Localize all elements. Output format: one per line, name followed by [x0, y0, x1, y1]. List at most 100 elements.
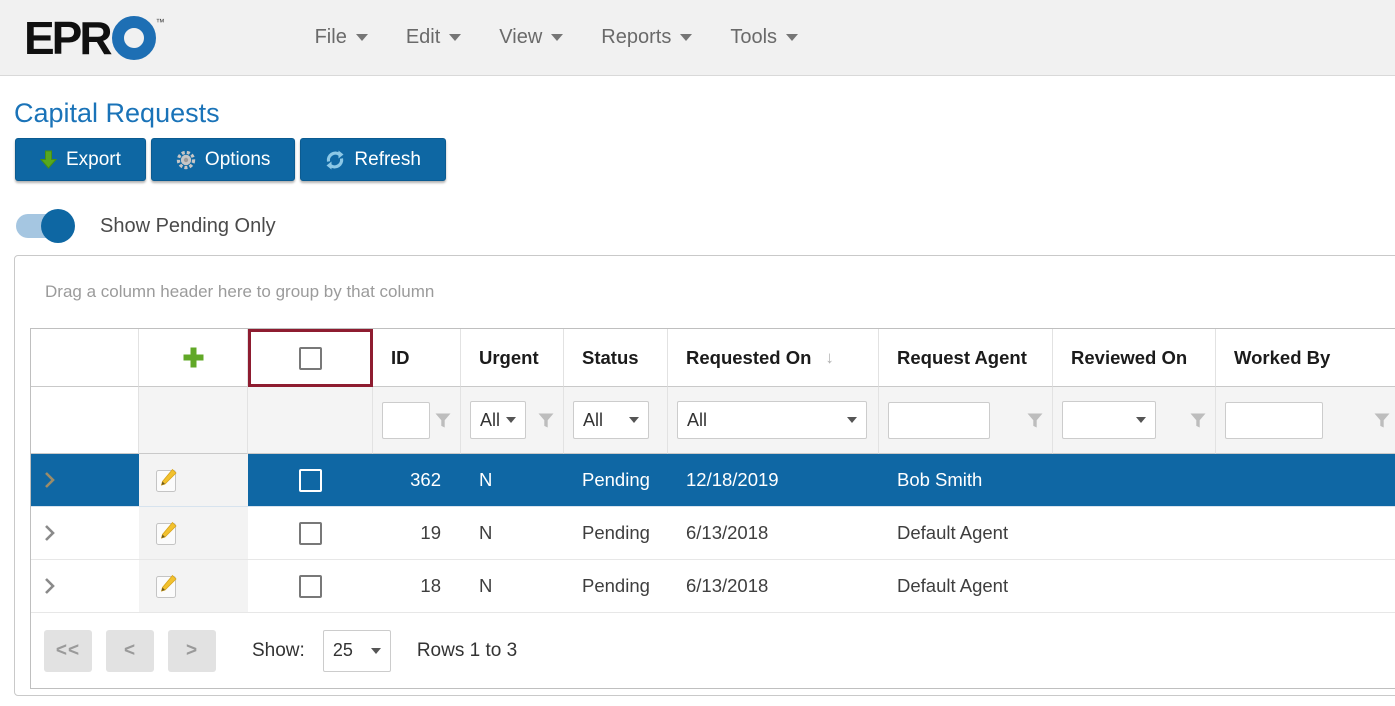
chevron-down-icon [506, 417, 516, 423]
header-cell-urgent[interactable]: Urgent [461, 329, 564, 387]
cell-id: 362 [373, 454, 461, 507]
filter-funnel-icon[interactable] [538, 413, 554, 428]
capital-requests-grid: ID Urgent Status Requested On ↓ Request … [30, 328, 1395, 689]
cell-status: Pending [564, 454, 668, 507]
filter-cell-expand [31, 387, 139, 454]
header-cell-request-agent[interactable]: Request Agent [879, 329, 1053, 387]
cell-reviewed-on [1053, 560, 1216, 613]
edit-pencil-icon [156, 574, 177, 598]
refresh-button-label: Refresh [354, 148, 421, 170]
expand-row-button[interactable] [31, 454, 139, 507]
filter-funnel-icon[interactable] [1190, 413, 1206, 428]
chevron-right-icon [45, 472, 55, 488]
grid-pager: << < > Show: 25 Rows 1 to 3 [31, 613, 1395, 688]
chevron-right-icon [45, 578, 55, 594]
next-page-button[interactable]: > [168, 629, 216, 672]
rows-status: Rows 1 to 3 [416, 639, 518, 661]
expand-row-button[interactable] [31, 560, 139, 613]
header-cell-requested-on[interactable]: Requested On ↓ [668, 329, 879, 387]
grid-header-row: ID Urgent Status Requested On ↓ Request … [31, 329, 1395, 387]
status-filter-select[interactable]: All [573, 401, 649, 439]
epro-logo[interactable]: EPR ™ [24, 15, 165, 61]
cell-request-agent: Default Agent [879, 507, 1053, 560]
filter-cell-id [373, 387, 461, 454]
page-title: Capital Requests [14, 98, 220, 128]
grid-filter-row: All All All [31, 387, 1395, 454]
reviewed-on-filter-select[interactable] [1062, 401, 1156, 439]
filter-cell-add [139, 387, 248, 454]
edit-row-button[interactable] [139, 507, 248, 560]
pending-filter-row: Show Pending Only [16, 209, 1395, 243]
select-all-checkbox[interactable] [299, 346, 322, 370]
menu-tools[interactable]: Tools [730, 26, 799, 49]
menu-reports-label: Reports [601, 26, 672, 48]
header-cell-status[interactable]: Status [564, 329, 668, 387]
options-button[interactable]: Options [150, 138, 296, 181]
menu-view[interactable]: View [499, 26, 564, 49]
cell-requested-on: 12/18/2019 [668, 454, 879, 507]
first-page-button[interactable]: << [44, 629, 92, 672]
filter-funnel-icon[interactable] [435, 413, 451, 428]
header-cell-id[interactable]: ID [373, 329, 461, 387]
chevron-down-icon [847, 417, 857, 423]
urgent-filter-select[interactable]: All [470, 401, 526, 439]
filter-cell-worked-by [1216, 387, 1395, 454]
page-size-value: 25 [332, 640, 353, 660]
id-filter-input[interactable] [382, 401, 430, 439]
refresh-button[interactable]: Refresh [300, 138, 446, 181]
cell-worked-by [1216, 454, 1395, 507]
group-by-drop-zone[interactable]: Drag a column header here to group by th… [45, 282, 435, 301]
cell-worked-by [1216, 507, 1395, 560]
chevron-down-icon [680, 34, 693, 41]
filter-cell-checkbox [248, 387, 373, 454]
edit-row-button[interactable] [139, 454, 248, 507]
request-agent-filter-input[interactable] [888, 401, 990, 439]
table-row[interactable]: 362 N Pending 12/18/2019 Bob Smith [31, 454, 1395, 507]
row-checkbox[interactable] [299, 468, 322, 492]
worked-by-filter-input[interactable] [1225, 401, 1323, 439]
page-size-select[interactable]: 25 [322, 629, 391, 672]
export-button[interactable]: Export [15, 138, 146, 181]
filter-cell-reviewed-on [1053, 387, 1216, 454]
header-cell-reviewed-on[interactable]: Reviewed On [1053, 329, 1216, 387]
filter-funnel-icon[interactable] [1374, 413, 1390, 428]
chevron-down-icon [551, 34, 564, 41]
cell-id: 19 [373, 507, 461, 560]
logo-trademark: ™ [155, 16, 165, 27]
chevron-right-icon [45, 525, 55, 541]
expand-row-button[interactable] [31, 507, 139, 560]
show-label: Show: [252, 639, 305, 661]
row-checkbox[interactable] [299, 521, 322, 545]
filter-funnel-icon[interactable] [1027, 413, 1043, 428]
cell-requested-on: 6/13/2018 [668, 507, 879, 560]
requested-on-filter-select[interactable]: All [677, 401, 867, 439]
prev-page-button[interactable]: < [106, 629, 154, 672]
table-row[interactable]: 18 N Pending 6/13/2018 Default Agent [31, 560, 1395, 613]
show-pending-only-toggle[interactable] [16, 209, 75, 243]
menu-bar: File Edit View Reports Tools [315, 26, 799, 49]
row-checkbox[interactable] [299, 574, 322, 598]
header-cell-worked-by[interactable]: Worked By [1216, 329, 1395, 387]
grid-panel: Drag a column header here to group by th… [14, 255, 1395, 696]
toggle-knob [41, 209, 75, 243]
cell-request-agent: Bob Smith [879, 454, 1053, 507]
cell-urgent: N [461, 454, 564, 507]
cell-reviewed-on [1053, 454, 1216, 507]
menu-edit[interactable]: Edit [406, 26, 462, 49]
requested-on-label: Requested On [686, 346, 812, 368]
row-checkbox-cell [248, 507, 373, 560]
status-filter-value: All [583, 409, 604, 430]
table-row[interactable]: 19 N Pending 6/13/2018 Default Agent [31, 507, 1395, 560]
chevron-down-icon [449, 34, 462, 41]
cell-urgent: N [461, 507, 564, 560]
cell-reviewed-on [1053, 507, 1216, 560]
download-arrow-icon [40, 150, 57, 169]
chevron-down-icon [786, 34, 799, 41]
menu-reports[interactable]: Reports [601, 26, 693, 49]
menu-file[interactable]: File [315, 26, 368, 49]
cell-status: Pending [564, 560, 668, 613]
top-bar: EPR ™ File Edit View Reports Tools [0, 0, 1395, 76]
logo-o-icon [111, 15, 156, 60]
add-row-button[interactable] [139, 329, 248, 387]
edit-row-button[interactable] [139, 560, 248, 613]
